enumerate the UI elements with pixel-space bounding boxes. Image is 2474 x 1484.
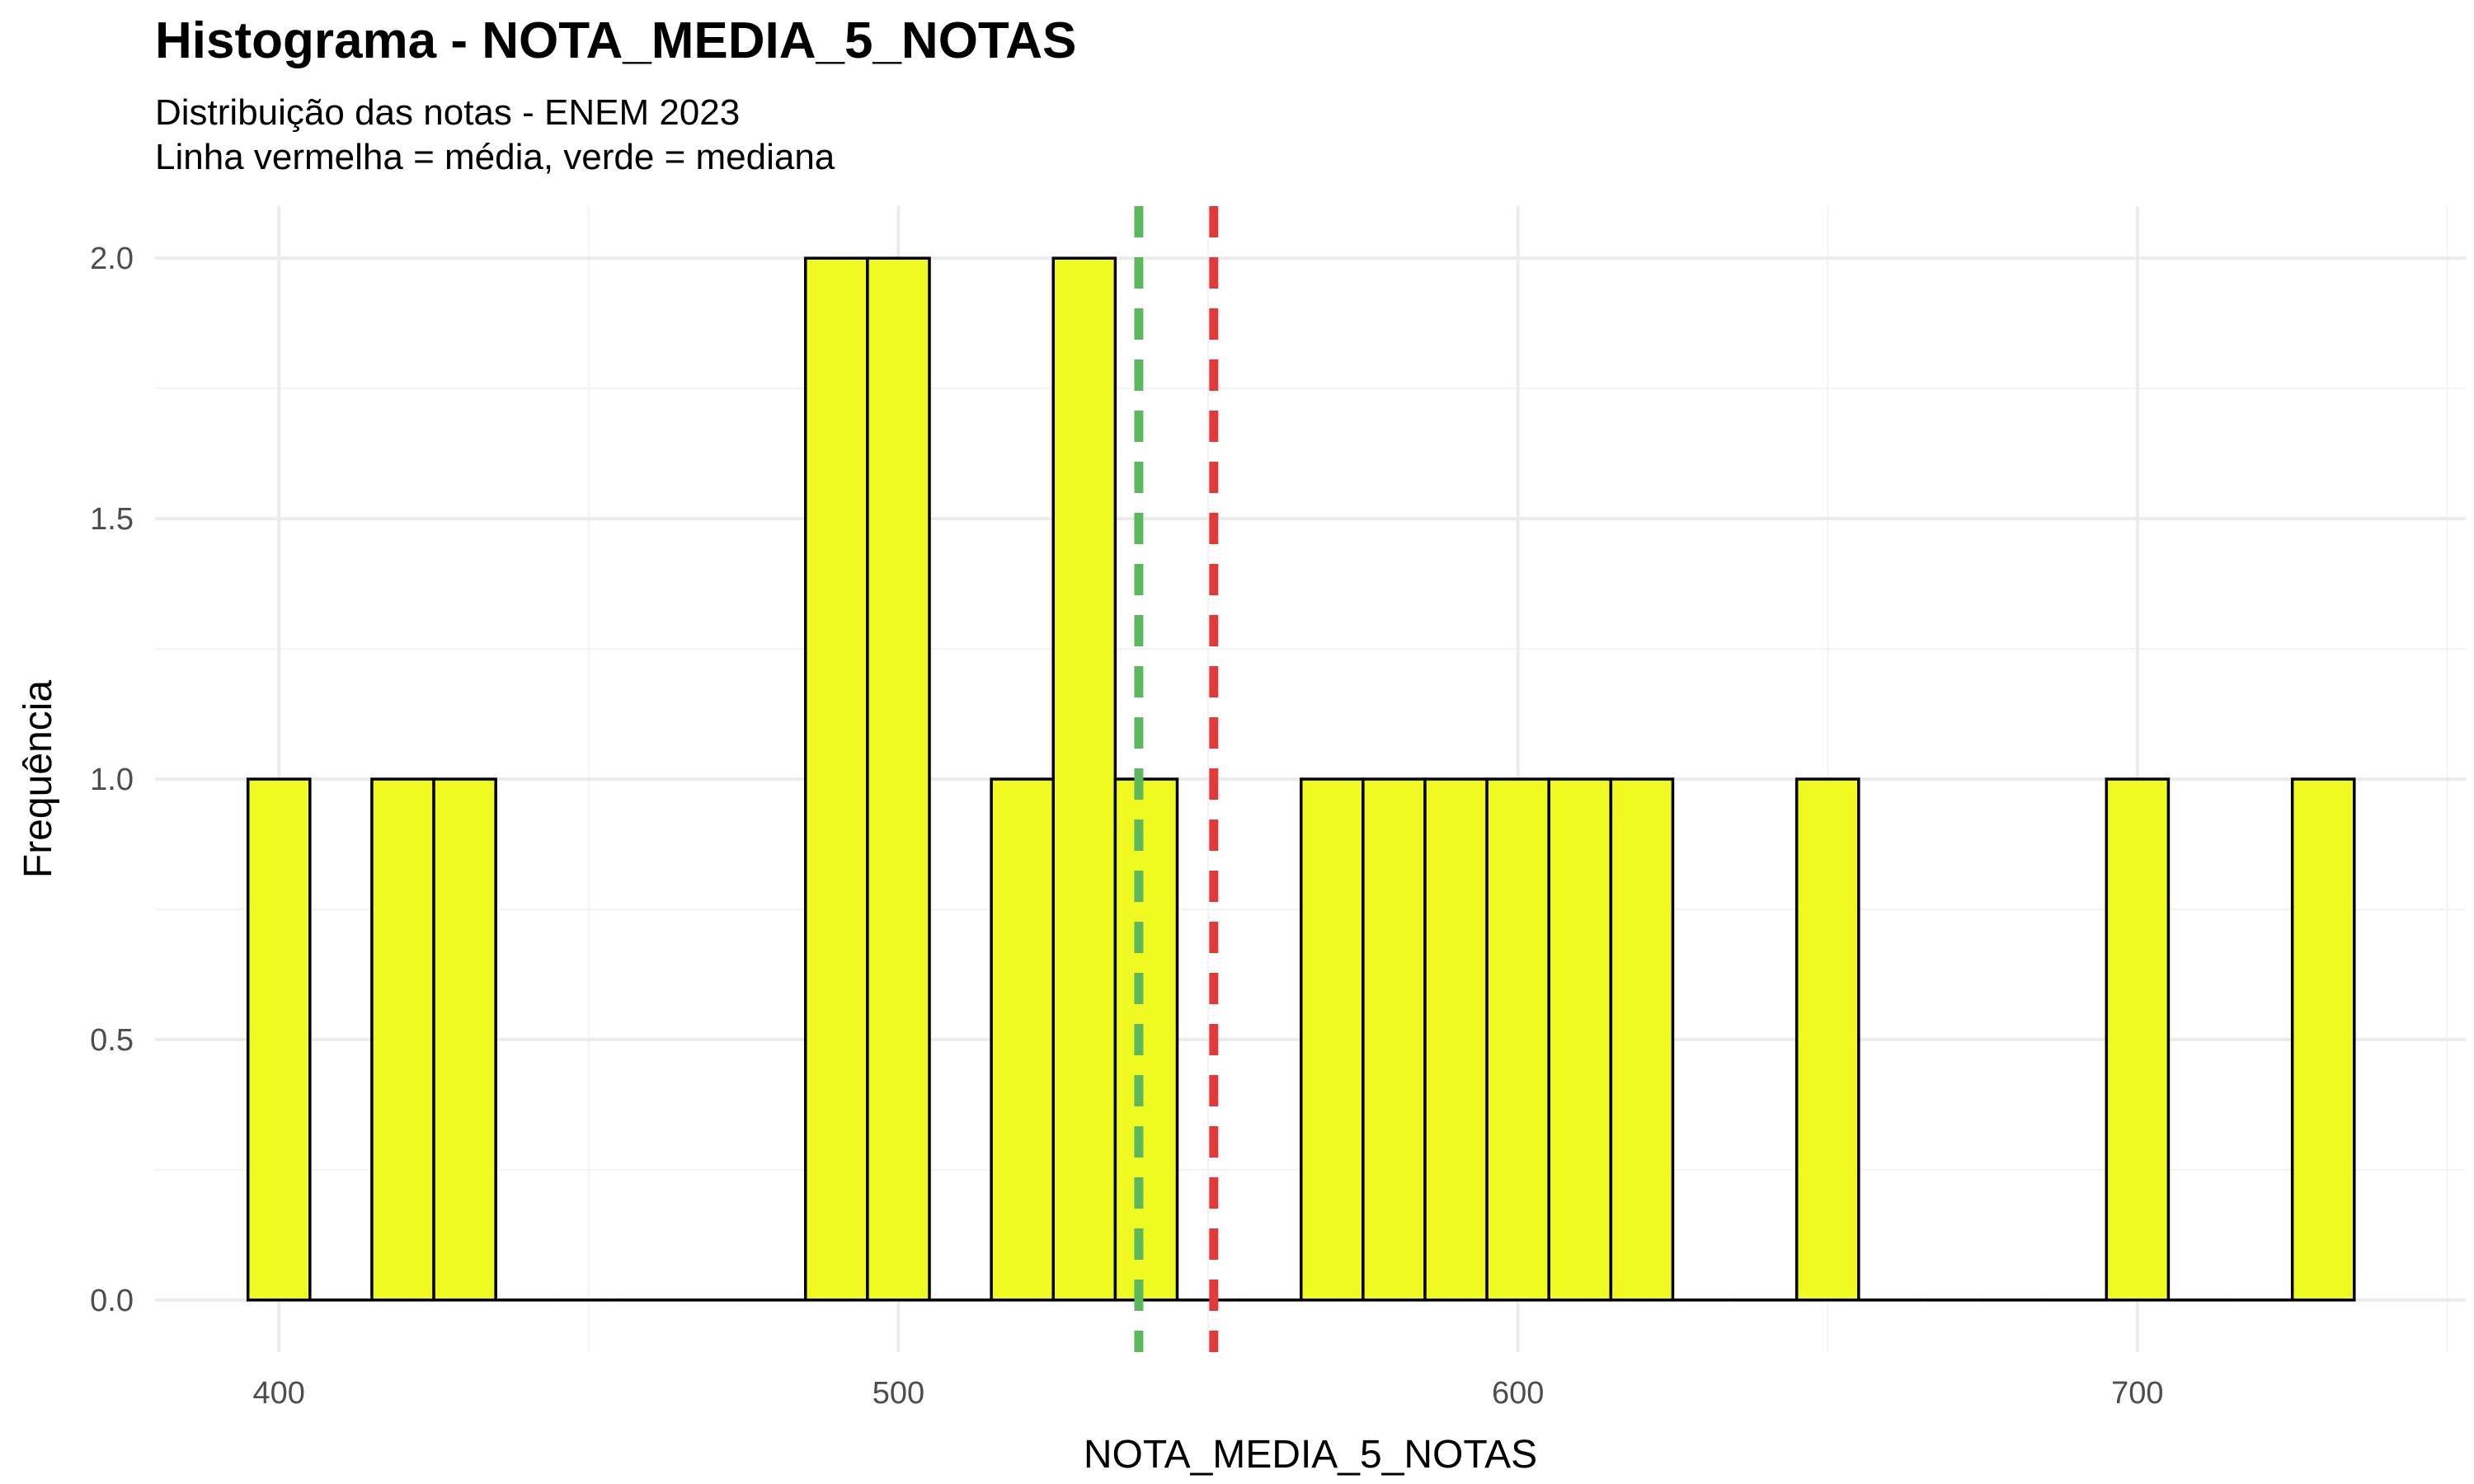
x-tick-label: 500 — [872, 1376, 924, 1411]
y-tick-label: 0.5 — [90, 1023, 134, 1058]
y-tick-label: 1.0 — [90, 763, 134, 797]
histogram-bar — [1299, 777, 1365, 1302]
histogram-bar — [1485, 777, 1550, 1302]
histogram-bar — [866, 256, 931, 1302]
x-tick-label: 600 — [1492, 1376, 1544, 1411]
histogram-bar — [1794, 777, 1860, 1302]
x-tick-label: 400 — [253, 1376, 305, 1411]
x-axis-title: NOTA_MEDIA_5_NOTAS — [1084, 1433, 1537, 1477]
histogram-bar — [1362, 777, 1427, 1302]
histogram-bar — [1113, 777, 1179, 1302]
chart-subtitle-line-1: Distribuição das notas - ENEM 2023 — [155, 92, 741, 133]
histogram-bar — [432, 777, 497, 1302]
histogram-bar — [804, 256, 869, 1302]
y-tick-label: 1.5 — [90, 502, 134, 537]
chart-subtitle-line-2: Linha vermelha = média, verde = mediana — [155, 137, 835, 177]
chart-title: Histograma - NOTA_MEDIA_5_NOTAS — [155, 12, 1077, 69]
y-axis-ticks: 0.0 0.5 1.0 1.5 2.0 — [90, 242, 134, 1318]
histogram-bars — [246, 256, 2356, 1302]
x-axis-ticks: 400 500 600 700 — [253, 1376, 2164, 1411]
y-tick-label: 0.0 — [90, 1284, 134, 1318]
histogram-bar — [990, 777, 1055, 1302]
y-tick-label: 2.0 — [90, 242, 134, 276]
histogram-bar — [370, 777, 435, 1302]
histogram-bar — [2105, 777, 2171, 1302]
reference-lines — [1134, 206, 1219, 1352]
histogram-bar — [246, 777, 312, 1302]
histogram-bar — [1547, 777, 1613, 1302]
y-axis-title: Frequência — [16, 680, 60, 878]
histogram-bar — [1423, 777, 1489, 1302]
histogram-bar — [1609, 777, 1675, 1302]
histogram-bar — [1051, 256, 1117, 1302]
histogram-bar — [2290, 777, 2356, 1302]
x-tick-label: 700 — [2111, 1376, 2163, 1411]
